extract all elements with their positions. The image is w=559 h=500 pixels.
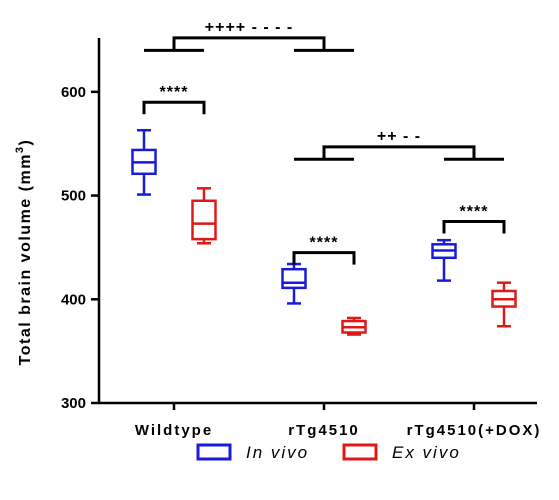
significance-bracket [292, 251, 356, 265]
y-axis-label: Total brain volume (mm3) [14, 139, 34, 366]
legend-label: Ex vivo [392, 443, 461, 462]
box-ex-vivo [491, 281, 517, 328]
significance-bracket [142, 100, 206, 115]
y-axis-label-superscript: 3 [14, 145, 26, 153]
box-in-vivo [131, 128, 157, 196]
group-bracket [172, 36, 326, 51]
box-iqr [191, 199, 217, 241]
box-ex-vivo [341, 316, 367, 336]
x-category-label: rTg4510 [288, 422, 360, 439]
box-in-vivo [281, 262, 307, 305]
legend-label: In vivo [246, 443, 309, 462]
x-categories: Wildtype rTg4510 rTg4510(+DOX) [135, 403, 542, 439]
box-ex-vivo [191, 187, 217, 245]
box-series [131, 128, 517, 336]
legend: In vivo Ex vivo [196, 443, 461, 462]
significance-label: **** [160, 84, 189, 101]
y-axis-label-close: ) [17, 139, 34, 146]
y-tick-label: 300 [61, 395, 86, 412]
significance-annotations: **** **** **** ++++ - - - - ++ - - [142, 19, 506, 265]
group-bracket [322, 145, 476, 160]
y-ticks: 300 400 500 600 [61, 84, 99, 412]
significance-bracket [442, 220, 506, 234]
significance-label: **** [460, 204, 489, 221]
group-significance-label: ++++ - - - - [205, 19, 293, 36]
x-category-label: rTg4510(+DOX) [407, 422, 542, 439]
box-in-vivo [431, 238, 457, 282]
y-tick-label: 500 [61, 188, 86, 205]
y-tick-label: 400 [61, 291, 86, 308]
legend-swatch [196, 443, 232, 461]
significance-label: **** [310, 235, 339, 252]
y-tick-label: 600 [61, 84, 86, 101]
group-significance-label: ++ - - [377, 128, 421, 145]
x-category-label: Wildtype [135, 422, 213, 439]
box-iqr [281, 267, 307, 290]
y-axis-label-main: Total brain volume (mm [17, 153, 34, 365]
legend-swatch [342, 443, 378, 461]
